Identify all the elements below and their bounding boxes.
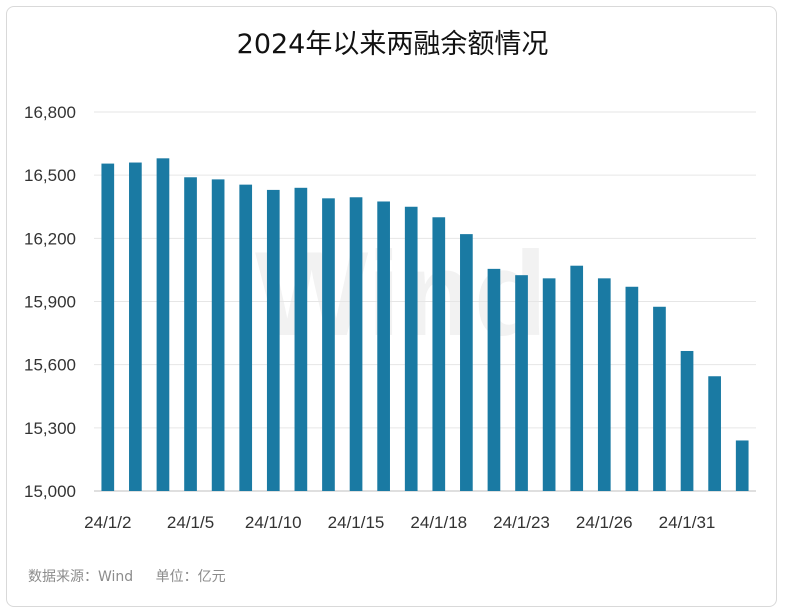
bar	[294, 187, 308, 492]
bar	[404, 206, 418, 491]
chart-title: 2024年以来两融余额情况	[236, 29, 549, 60]
bar	[129, 162, 142, 492]
source-note: 数据来源：Wind 单位：亿元	[28, 566, 244, 586]
x-tick-label: 24/1/23	[493, 513, 550, 532]
bars	[101, 158, 749, 492]
bar	[101, 163, 115, 491]
x-tick-label: 24/1/2	[84, 513, 131, 532]
x-tick-label: 24/1/18	[410, 513, 467, 532]
y-tick-label: 16,800	[24, 103, 76, 122]
y-tick-label: 15,900	[24, 293, 76, 312]
bar	[349, 197, 363, 491]
y-tick-label: 15,600	[24, 356, 76, 375]
bar	[570, 265, 584, 491]
bar	[377, 201, 390, 491]
bar	[211, 179, 225, 491]
y-tick-label: 16,500	[24, 166, 76, 185]
bar	[239, 184, 253, 491]
bar	[460, 234, 473, 491]
grid-lines	[94, 111, 756, 492]
bar	[487, 268, 501, 491]
bar	[322, 198, 335, 492]
x-tick-label: 24/1/10	[245, 513, 302, 532]
unit-label: 单位：亿元	[155, 569, 226, 585]
bar	[542, 278, 556, 491]
bar	[156, 158, 170, 492]
bar	[735, 440, 749, 491]
bar	[597, 278, 611, 491]
bar	[708, 376, 721, 491]
x-tick-label: 24/1/5	[167, 513, 214, 532]
bar	[653, 306, 666, 491]
source-label: 数据来源：Wind	[28, 569, 134, 585]
y-tick-label: 15,000	[24, 482, 76, 501]
bar	[184, 177, 197, 491]
bar	[515, 275, 528, 491]
bar	[266, 189, 280, 491]
x-tick-label: 24/1/15	[328, 513, 385, 532]
y-tick-label: 16,200	[24, 229, 76, 248]
bar	[680, 350, 694, 491]
y-axis: 15,000 15,300 15,600 15,900 16,200 16,500 16,8…	[24, 103, 76, 501]
x-tick-label: 24/1/26	[576, 513, 633, 532]
x-tick-label: 24/1/31	[659, 513, 716, 532]
bar	[432, 217, 446, 491]
bar	[625, 286, 639, 491]
y-tick-label: 15,300	[24, 419, 76, 438]
x-axis: 24/1/2 24/1/5 24/1/10 24/1/15 24/1/18 24/1/23…	[84, 513, 715, 532]
